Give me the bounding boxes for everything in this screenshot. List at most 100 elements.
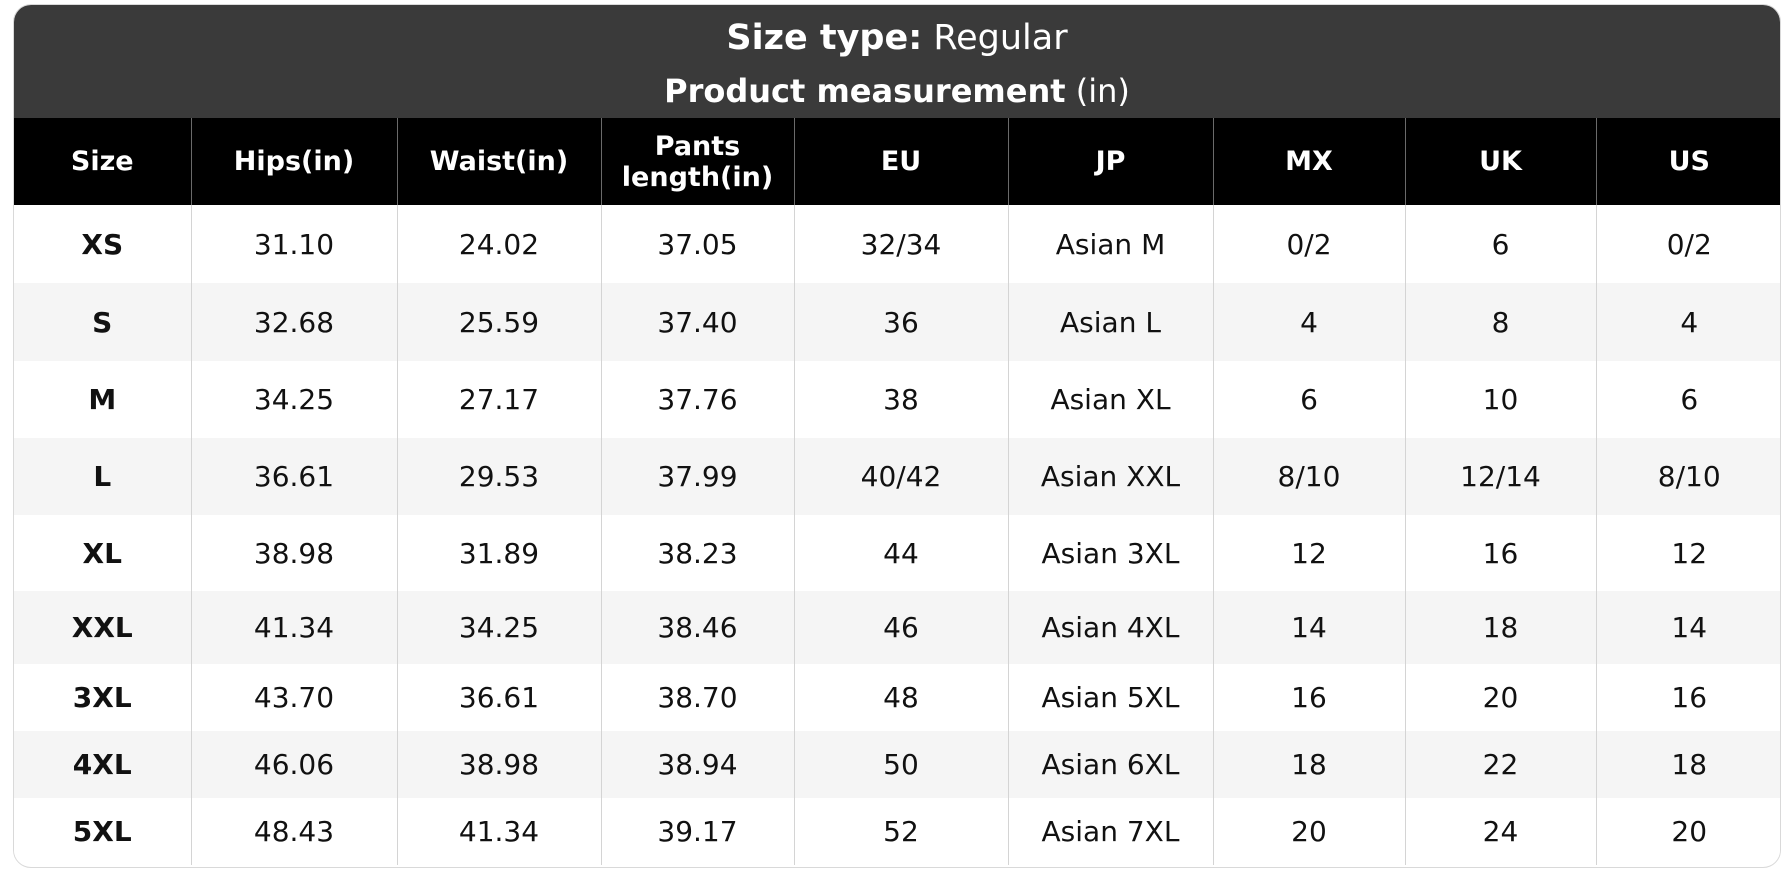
cell-size: L (14, 438, 191, 515)
cell-mx: 20 (1212, 798, 1405, 865)
cell-eu: 40/42 (793, 438, 1008, 515)
cell-mx: 0/2 (1212, 205, 1405, 283)
cell-waist: 27.17 (396, 361, 601, 438)
size-type-heading: Size type: Regular (14, 15, 1780, 61)
measurement-heading: Product measurement (in) (14, 67, 1780, 115)
cell-mx: 6 (1212, 361, 1405, 438)
cell-us: 4 (1595, 283, 1780, 361)
cell-mx: 16 (1212, 664, 1405, 731)
cell-waist: 25.59 (396, 283, 601, 361)
cell-hips: 31.10 (190, 205, 397, 283)
size-chart-card: Size type: Regular Product measurement (… (13, 4, 1781, 868)
cell-us: 0/2 (1595, 205, 1780, 283)
cell-eu: 48 (793, 664, 1008, 731)
cell-size: 5XL (14, 798, 191, 865)
column-header-uk: UK (1404, 118, 1596, 205)
column-header-eu: EU (793, 118, 1008, 205)
cell-waist: 31.89 (396, 515, 601, 591)
cell-pants-length: 38.94 (600, 731, 794, 798)
cell-us: 12 (1595, 515, 1780, 591)
size-type-value: Regular (933, 18, 1068, 58)
table-row: M 34.25 27.17 37.76 38 Asian XL 6 10 6 (14, 361, 1780, 438)
table-row: 4XL 46.06 38.98 38.94 50 Asian 6XL 18 22 18 (14, 731, 1780, 798)
cell-us: 6 (1595, 361, 1780, 438)
cell-uk: 24 (1404, 798, 1596, 865)
cell-size: XS (14, 205, 191, 283)
cell-uk: 10 (1404, 361, 1596, 438)
cell-us: 16 (1595, 664, 1780, 731)
measurement-label: Product measurement (664, 72, 1066, 110)
cell-pants-length: 38.46 (600, 591, 794, 664)
cell-waist: 24.02 (396, 205, 601, 283)
cell-pants-length: 38.23 (600, 515, 794, 591)
cell-hips: 43.70 (190, 664, 397, 731)
cell-mx: 18 (1212, 731, 1405, 798)
cell-pants-length: 37.05 (600, 205, 794, 283)
cell-hips: 32.68 (190, 283, 397, 361)
table-row: XL 38.98 31.89 38.23 44 Asian 3XL 12 16 12 (14, 515, 1780, 591)
cell-us: 14 (1595, 591, 1780, 664)
cell-eu: 38 (793, 361, 1008, 438)
cell-pants-length: 37.76 (600, 361, 794, 438)
column-header-jp: JP (1007, 118, 1213, 205)
cell-size: M (14, 361, 191, 438)
cell-us: 20 (1595, 798, 1780, 865)
cell-uk: 20 (1404, 664, 1596, 731)
measurement-unit: (in) (1075, 72, 1130, 110)
cell-hips: 41.34 (190, 591, 397, 664)
cell-size: 4XL (14, 731, 191, 798)
table-row: XS 31.10 24.02 37.05 32/34 Asian M 0/2 6 0/2 (14, 205, 1780, 283)
cell-pants-length: 37.40 (600, 283, 794, 361)
cell-hips: 36.61 (190, 438, 397, 515)
cell-eu: 46 (793, 591, 1008, 664)
cell-eu: 36 (793, 283, 1008, 361)
cell-jp: Asian 4XL (1007, 591, 1213, 664)
cell-uk: 8 (1404, 283, 1596, 361)
table-row: L 36.61 29.53 37.99 40/42 Asian XXL 8/10 12/14 8… (14, 438, 1780, 515)
cell-eu: 44 (793, 515, 1008, 591)
cell-jp: Asian 3XL (1007, 515, 1213, 591)
cell-jp: Asian 5XL (1007, 664, 1213, 731)
cell-uk: 12/14 (1404, 438, 1596, 515)
table-row: 5XL 48.43 41.34 39.17 52 Asian 7XL 20 24 20 (14, 798, 1780, 865)
column-header-hips: Hips(in) (190, 118, 397, 205)
cell-pants-length: 39.17 (600, 798, 794, 865)
cell-waist: 34.25 (396, 591, 601, 664)
column-header-mx: MX (1212, 118, 1405, 205)
cell-size: XXL (14, 591, 191, 664)
column-header-waist: Waist(in) (396, 118, 601, 205)
cell-mx: 4 (1212, 283, 1405, 361)
cell-jp: Asian L (1007, 283, 1213, 361)
column-header-us: US (1595, 118, 1780, 205)
cell-size: XL (14, 515, 191, 591)
cell-size: 3XL (14, 664, 191, 731)
size-table: Size Hips(in) Waist(in) Pants length(in)… (14, 118, 1780, 865)
cell-uk: 16 (1404, 515, 1596, 591)
cell-waist: 41.34 (396, 798, 601, 865)
cell-eu: 50 (793, 731, 1008, 798)
cell-jp: Asian 6XL (1007, 731, 1213, 798)
cell-uk: 22 (1404, 731, 1596, 798)
table-body: XS 31.10 24.02 37.05 32/34 Asian M 0/2 6 0/2 S 32.… (14, 205, 1780, 865)
cell-us: 18 (1595, 731, 1780, 798)
cell-pants-length: 38.70 (600, 664, 794, 731)
cell-hips: 46.06 (190, 731, 397, 798)
cell-jp: Asian XL (1007, 361, 1213, 438)
cell-waist: 36.61 (396, 664, 601, 731)
cell-hips: 34.25 (190, 361, 397, 438)
table-row: 3XL 43.70 36.61 38.70 48 Asian 5XL 16 20 16 (14, 664, 1780, 731)
cell-jp: Asian 7XL (1007, 798, 1213, 865)
cell-hips: 48.43 (190, 798, 397, 865)
cell-waist: 38.98 (396, 731, 601, 798)
cell-size: S (14, 283, 191, 361)
cell-jp: Asian M (1007, 205, 1213, 283)
cell-eu: 52 (793, 798, 1008, 865)
cell-uk: 6 (1404, 205, 1596, 283)
header-row: Size Hips(in) Waist(in) Pants length(in)… (14, 118, 1780, 205)
cell-eu: 32/34 (793, 205, 1008, 283)
cell-us: 8/10 (1595, 438, 1780, 515)
cell-mx: 12 (1212, 515, 1405, 591)
cell-uk: 18 (1404, 591, 1596, 664)
size-type-label: Size type: (726, 18, 923, 58)
column-header-pants-length: Pants length(in) (600, 118, 794, 205)
